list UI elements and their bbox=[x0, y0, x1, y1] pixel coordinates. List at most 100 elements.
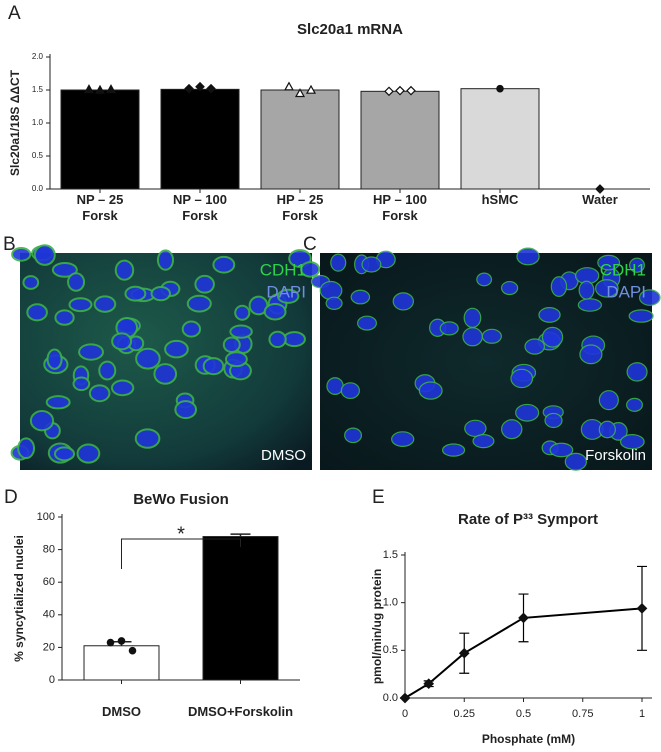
x-tick-label: HP – 25 Forsk bbox=[276, 192, 324, 223]
bar bbox=[83, 645, 160, 681]
y-tick-label: 2.0 bbox=[32, 52, 44, 61]
nucleus bbox=[29, 410, 55, 432]
data-point bbox=[184, 83, 194, 94]
bar bbox=[160, 88, 240, 190]
nucleus bbox=[222, 336, 241, 353]
nucleus bbox=[282, 331, 306, 348]
nucleus bbox=[153, 363, 178, 385]
y-tick-label: 60 bbox=[43, 576, 55, 588]
nucleus bbox=[93, 295, 117, 313]
y-tick-label: 0.5 bbox=[383, 644, 398, 656]
nucleus bbox=[361, 256, 382, 273]
nucleus bbox=[181, 320, 202, 338]
data-point bbox=[518, 612, 529, 624]
y-tick-label: 0.0 bbox=[32, 184, 44, 193]
data-point bbox=[105, 84, 117, 94]
nucleus bbox=[174, 400, 198, 420]
error-bar bbox=[230, 533, 251, 537]
x-tick-label: 0.5 bbox=[516, 708, 531, 720]
nucleus bbox=[110, 379, 135, 397]
x-tick-label-box: Water bbox=[582, 192, 618, 207]
nucleus bbox=[441, 443, 466, 457]
nucleus bbox=[418, 381, 443, 400]
y-tick-label: 0.5 bbox=[32, 151, 44, 160]
data-point bbox=[423, 678, 435, 690]
y-tick-label: 100 bbox=[37, 511, 55, 523]
stain-label: DAPI bbox=[266, 282, 306, 301]
x-tick-label-box: DMSO+Forskolin bbox=[188, 704, 293, 719]
nucleus bbox=[134, 428, 161, 449]
y-tick-label: 0.0 bbox=[383, 692, 398, 704]
nucleus bbox=[541, 326, 564, 348]
nucleus bbox=[186, 294, 212, 313]
nucleus bbox=[72, 376, 91, 392]
nucleus bbox=[111, 332, 133, 351]
nucleus bbox=[544, 412, 563, 429]
panel-letter: B bbox=[3, 234, 16, 255]
nucleus bbox=[78, 343, 105, 361]
nucleus bbox=[549, 442, 574, 458]
chart-title: BeWo Fusion bbox=[133, 491, 229, 508]
nucleus bbox=[53, 446, 76, 462]
nucleus bbox=[33, 244, 56, 266]
significance-bracket bbox=[121, 538, 241, 569]
x-tick-label-box: NP – 100 Forsk bbox=[173, 192, 227, 223]
nucleus bbox=[150, 285, 171, 302]
nucleus bbox=[626, 362, 648, 382]
significance-label: * bbox=[177, 523, 185, 545]
nucleus bbox=[350, 289, 371, 305]
chart-title: Rate of P³³ Symport bbox=[458, 511, 598, 528]
image-caption: Forskolin bbox=[585, 447, 646, 464]
nucleus bbox=[88, 384, 111, 403]
image-caption: DMSO bbox=[261, 447, 306, 464]
y-tick-label: 1.5 bbox=[383, 549, 398, 561]
nucleus bbox=[472, 434, 495, 449]
nucleus bbox=[392, 292, 415, 311]
data-point bbox=[206, 83, 216, 94]
x-tick-label: NP – 25 Forsk bbox=[76, 192, 124, 223]
data-point bbox=[94, 84, 106, 94]
nucleus bbox=[598, 420, 616, 439]
data-point bbox=[128, 646, 137, 655]
nucleus bbox=[51, 262, 78, 278]
data-point bbox=[294, 88, 306, 98]
nucleus bbox=[124, 285, 147, 302]
panel-letter: C bbox=[303, 234, 317, 255]
nucleus bbox=[26, 303, 48, 322]
data-point bbox=[83, 84, 95, 94]
nucleus bbox=[202, 357, 225, 376]
nucleus bbox=[68, 297, 93, 313]
y-tick-label: 1.0 bbox=[32, 118, 44, 127]
x-tick-label: 0.25 bbox=[454, 708, 475, 720]
nucleus bbox=[500, 280, 519, 296]
nucleus bbox=[54, 309, 75, 326]
nucleus bbox=[268, 330, 287, 349]
stain-label: DAPI bbox=[606, 282, 646, 301]
y-axis-label: Slc20a1/18S ΔΔCT bbox=[8, 69, 22, 176]
nucleus bbox=[598, 390, 619, 411]
nucleus bbox=[510, 368, 534, 389]
nucleus bbox=[319, 280, 343, 301]
nucleus bbox=[628, 309, 654, 323]
data-point bbox=[106, 638, 115, 647]
nucleus bbox=[156, 249, 175, 271]
data-point bbox=[399, 692, 411, 704]
nucleus bbox=[626, 397, 643, 412]
x-tick-label: hSMC bbox=[481, 192, 519, 207]
y-tick-label: 20 bbox=[43, 641, 55, 653]
data-point bbox=[636, 603, 648, 614]
data-point bbox=[305, 84, 317, 94]
nucleus bbox=[11, 246, 32, 262]
nucleus bbox=[263, 302, 287, 321]
nucleus bbox=[391, 431, 415, 447]
nucleus bbox=[46, 348, 63, 370]
nucleus bbox=[356, 315, 378, 331]
panel-letter: E bbox=[372, 487, 385, 508]
x-axis-label: Phosphate (mM) bbox=[482, 732, 575, 746]
nucleus bbox=[194, 274, 215, 294]
x-tick-label-box: DMSO bbox=[102, 704, 141, 719]
nucleus bbox=[224, 351, 248, 368]
nucleus bbox=[515, 403, 540, 422]
x-tick-label-box: HP – 25 Forsk bbox=[276, 192, 324, 223]
